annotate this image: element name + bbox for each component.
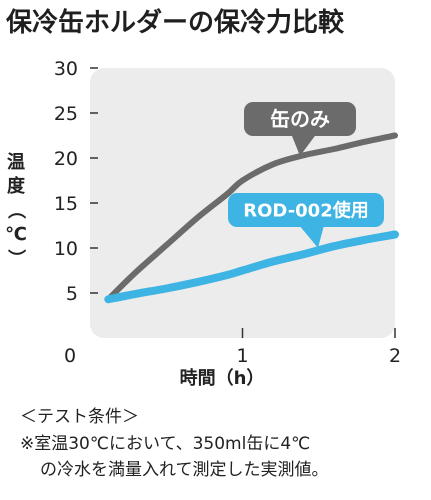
callout-rod-002-label: ROD-002使用 (243, 200, 368, 221)
test-conditions-heading: ＜テスト条件＞ (20, 407, 139, 427)
callout-rod-002: ROD-002使用 (228, 193, 384, 248)
callout-can-only: 缶のみ (244, 102, 356, 156)
callout-rod-002-pointer (299, 226, 324, 248)
y-axis-title-char: 温 (7, 152, 25, 173)
y-axis-title-char: 度 (7, 175, 26, 197)
y-tick-label: 5 (66, 283, 78, 305)
series-line-rod-002 (104, 230, 399, 304)
y-tick-label: 10 (54, 238, 78, 260)
callout-can-only-pointer (291, 135, 316, 156)
callout-rod-002-bubble (228, 193, 384, 227)
callout-can-only-label: 缶のみ (270, 107, 330, 131)
y-axis-title-char: ℃ (5, 224, 27, 245)
callout-can-only-bubble (244, 102, 356, 136)
series-line-can-only (105, 132, 398, 303)
y-tick-label: 25 (54, 103, 78, 125)
test-conditions-line-2: の冷水を満量入れて測定した実測値。 (40, 460, 329, 480)
x-tick-label: 1 (236, 345, 248, 367)
y-tick-label: 30 (54, 58, 78, 80)
x-tick-label: 2 (389, 345, 401, 367)
y-axis-title-char: （ (5, 201, 26, 219)
page-title: 保冷缶ホルダーの保冷力比較 (6, 8, 345, 38)
x-tick-label: 0 (64, 345, 76, 367)
y-tick-label: 15 (54, 193, 78, 215)
y-axis-title-char: ） (5, 249, 26, 267)
x-axis-title: 時間（h） (180, 368, 265, 389)
test-conditions-line-1: ※室温30℃において、350ml缶に4℃ (20, 434, 311, 454)
y-tick-label: 20 (54, 148, 78, 170)
